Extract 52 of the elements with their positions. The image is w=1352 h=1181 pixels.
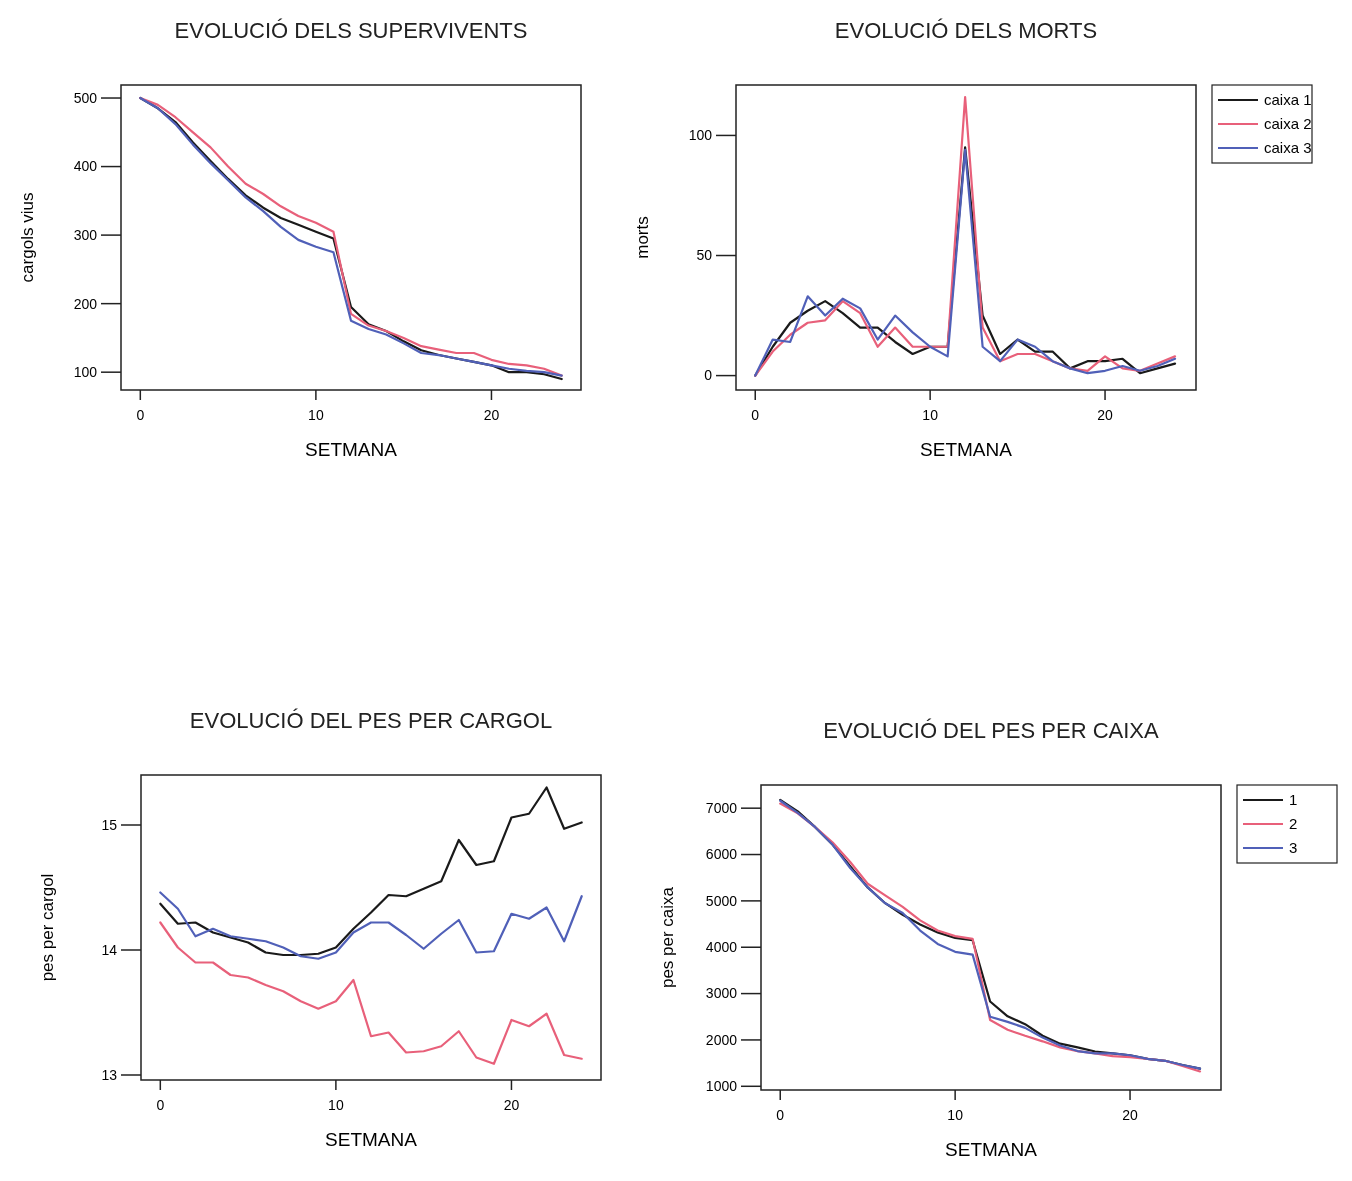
x-axis-title: SETMANA	[945, 1139, 1038, 1160]
y-tick-label: 1000	[705, 1078, 738, 1095]
y-axis-title: morts	[633, 216, 652, 259]
y-tick-label: 0	[704, 367, 713, 384]
chart-title: EVOLUCIÓ DEL PES PER CARGOL	[189, 708, 553, 733]
legend-label: caixa 2	[1264, 115, 1312, 133]
line-series	[159, 921, 583, 1065]
y-tick-label: 6000	[705, 846, 738, 863]
y-tick-label: 3000	[705, 985, 738, 1002]
y-tick-label: 7000	[705, 800, 738, 817]
y-tick-label: 15	[101, 816, 118, 833]
y-tick-label: 400	[73, 158, 98, 175]
y-axis-title: cargols vius	[18, 192, 37, 283]
y-axis-title: pes per cargol	[38, 873, 57, 982]
line-series	[159, 786, 583, 957]
x-tick-label: 20	[1122, 1107, 1139, 1123]
y-tick-label: 200	[73, 295, 98, 312]
x-tick-label: 10	[922, 407, 939, 423]
chart-title: EVOLUCIÓ DELS MORTS	[834, 18, 1098, 43]
x-tick-label: 20	[1097, 407, 1114, 423]
y-tick-label: 5000	[705, 892, 738, 909]
y-tick-label: 300	[73, 227, 98, 243]
y-tick-label: 50	[696, 247, 713, 264]
x-tick-label: 10	[328, 1097, 344, 1113]
x-tick-label: 0	[751, 407, 760, 423]
y-tick-label: 100	[73, 364, 98, 381]
legend-label: 2	[1289, 815, 1298, 833]
legend-label: caixa 3	[1264, 139, 1312, 157]
legend-label: 3	[1289, 839, 1298, 857]
x-tick-label: 0	[776, 1107, 785, 1123]
line-series	[159, 891, 583, 960]
x-axis-title: SETMANA	[305, 439, 398, 460]
x-tick-label: 10	[308, 407, 324, 423]
chart-title: EVOLUCIÓ DELS SUPERVIVENTS	[174, 18, 528, 43]
x-axis-title: SETMANA	[920, 439, 1013, 460]
line-series	[754, 95, 1177, 377]
y-tick-label: 4000	[705, 939, 738, 956]
y-tick-label: 13	[101, 1066, 118, 1083]
legend-label: 1	[1289, 791, 1298, 809]
y-tick-label: 2000	[705, 1031, 738, 1048]
x-tick-label: 20	[483, 407, 500, 423]
x-tick-label: 10	[947, 1107, 964, 1123]
y-tick-label: 500	[73, 89, 98, 106]
x-tick-label: 0	[156, 1097, 165, 1113]
y-axis-title: pes per caixa	[658, 886, 677, 989]
x-axis-title: SETMANA	[325, 1129, 418, 1150]
y-tick-label: 100	[688, 127, 713, 144]
legend-label: caixa 1	[1264, 91, 1312, 109]
chart-title: EVOLUCIÓ DEL PES PER CAIXA	[823, 718, 1160, 743]
x-tick-label: 0	[136, 407, 145, 423]
x-tick-label: 20	[503, 1097, 520, 1113]
y-tick-label: 14	[101, 941, 118, 958]
